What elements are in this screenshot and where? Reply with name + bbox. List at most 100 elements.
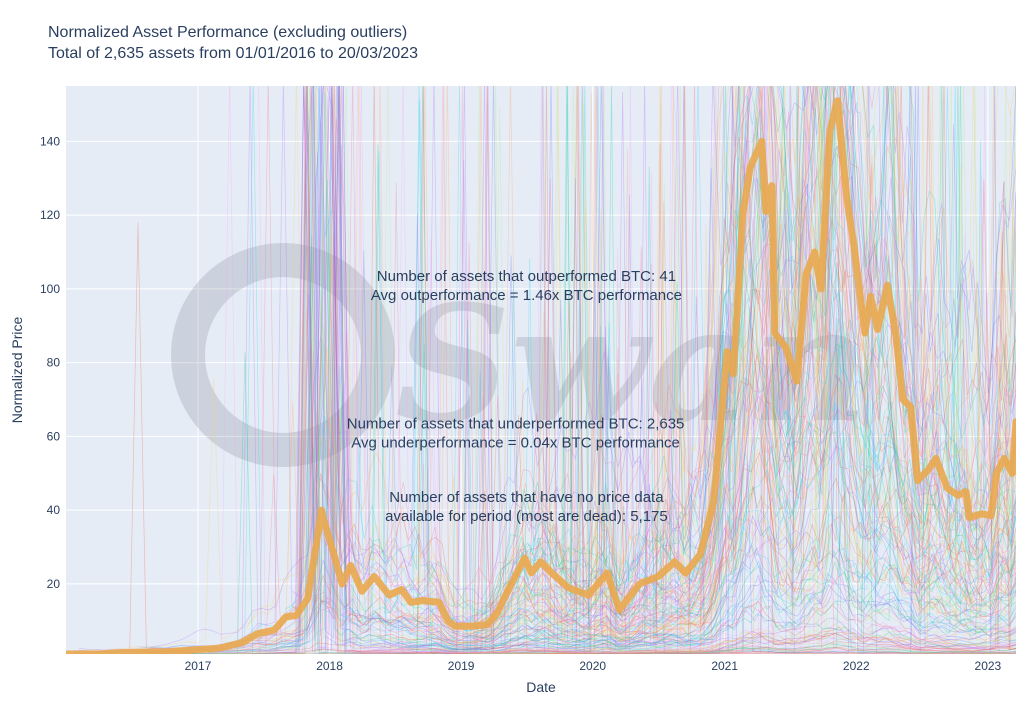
asset-line [284, 86, 1016, 614]
asset-line [350, 86, 1016, 647]
asset-line [491, 86, 1016, 650]
asset-line [419, 86, 1016, 648]
asset-line [333, 151, 1016, 641]
asset-line [462, 86, 1016, 625]
asset-line [96, 222, 1016, 653]
asset-line [149, 86, 1016, 650]
asset-line [503, 86, 1016, 643]
asset-line [273, 86, 1016, 650]
asset-line [247, 86, 1016, 654]
asset-line [534, 86, 1016, 624]
asset-line [377, 86, 1016, 650]
asset-line [315, 177, 1016, 637]
annotation-line: Number of assets that have no price data [389, 489, 664, 506]
asset-line [122, 94, 1016, 654]
asset-line [247, 86, 1016, 626]
asset-line [254, 232, 1016, 654]
asset-line [516, 86, 1016, 642]
asset-line [494, 86, 1016, 570]
chart-title: Normalized Asset Performance (excluding … [48, 24, 408, 41]
asset-line [527, 140, 1016, 631]
asset-line [72, 86, 1016, 654]
asset-line [222, 86, 1016, 643]
asset-line [518, 97, 1016, 637]
asset-line [586, 86, 1016, 594]
asset-line [75, 86, 1016, 653]
x-tick-label: 2021 [711, 659, 738, 673]
asset-line [290, 86, 1016, 641]
y-tick-label: 140 [40, 134, 60, 148]
asset-line [450, 86, 1016, 654]
y-tick-label: 60 [47, 429, 61, 443]
annotation-line: Number of assets that outperformed BTC: … [377, 268, 676, 285]
x-tick-label: 2020 [579, 659, 606, 673]
asset-line [419, 86, 1016, 636]
btc-series-line [66, 97, 1016, 654]
asset-line [485, 182, 1016, 654]
chart-subtitle: Total of 2,635 assets from 01/01/2016 to… [48, 45, 419, 62]
asset-line [408, 193, 1016, 649]
asset-line [362, 86, 1016, 654]
asset-line [422, 326, 1016, 646]
annotation-line: Number of assets that underperformed BTC… [347, 415, 685, 432]
asset-line [585, 86, 1016, 633]
asset-line [561, 86, 1016, 614]
asset-line [98, 86, 1016, 654]
asset-line [106, 86, 1016, 650]
asset-line [292, 86, 1016, 624]
asset-line [426, 626, 1016, 654]
asset-line [544, 86, 1016, 637]
asset-lines [71, 86, 1016, 654]
asset-line [243, 86, 1016, 654]
asset-line [258, 86, 1016, 654]
asset-line [285, 86, 1016, 654]
asset-line [341, 86, 1016, 629]
asset-line [432, 86, 1016, 653]
asset-line [347, 86, 1016, 654]
asset-line [292, 86, 1016, 630]
asset-line [550, 86, 1016, 654]
asset-line [335, 86, 1016, 651]
annotation-line: Avg outperformance = 1.46x BTC performan… [371, 287, 682, 304]
asset-line [254, 86, 1016, 645]
asset-line [159, 86, 1016, 654]
asset-line [395, 86, 1016, 648]
asset-line [502, 210, 1016, 654]
x-axis-title: Date [526, 679, 556, 695]
asset-line [363, 86, 1016, 634]
asset-line [517, 86, 1016, 650]
asset-line [157, 86, 1016, 654]
asset-line [407, 354, 1016, 653]
y-tick-label: 80 [47, 356, 61, 370]
asset-line [110, 86, 1016, 653]
asset-line [207, 601, 1016, 654]
asset-line [256, 86, 1016, 654]
asset-line [324, 573, 1016, 650]
x-tick-label: 2023 [975, 659, 1002, 673]
y-tick-label: 40 [47, 503, 61, 517]
y-tick-label: 120 [40, 208, 60, 222]
asset-line [160, 86, 1016, 652]
x-tick-label: 2017 [185, 659, 212, 673]
x-axis-ticks: 2017 2018 2019 2020 2021 2022 2023 [185, 659, 1002, 673]
asset-line [223, 86, 1016, 653]
asset-line [196, 146, 1016, 649]
asset-line [320, 86, 1016, 604]
asset-line [184, 86, 1016, 654]
asset-line [206, 86, 1016, 653]
y-tick-label: 100 [40, 282, 60, 296]
asset-line [268, 86, 1016, 650]
asset-line [269, 86, 1016, 646]
asset-line [351, 86, 1015, 622]
asset-line [400, 86, 1016, 642]
asset-line [415, 86, 1016, 654]
asset-line [394, 86, 1016, 654]
asset-line [355, 86, 1016, 649]
asset-line [400, 86, 1016, 621]
asset-line [244, 86, 1016, 652]
y-axis-ticks: 20 40 60 80 100 120 140 [40, 134, 60, 591]
asset-line [404, 86, 1016, 644]
asset-line [235, 86, 1016, 648]
x-tick-label: 2022 [843, 659, 870, 673]
